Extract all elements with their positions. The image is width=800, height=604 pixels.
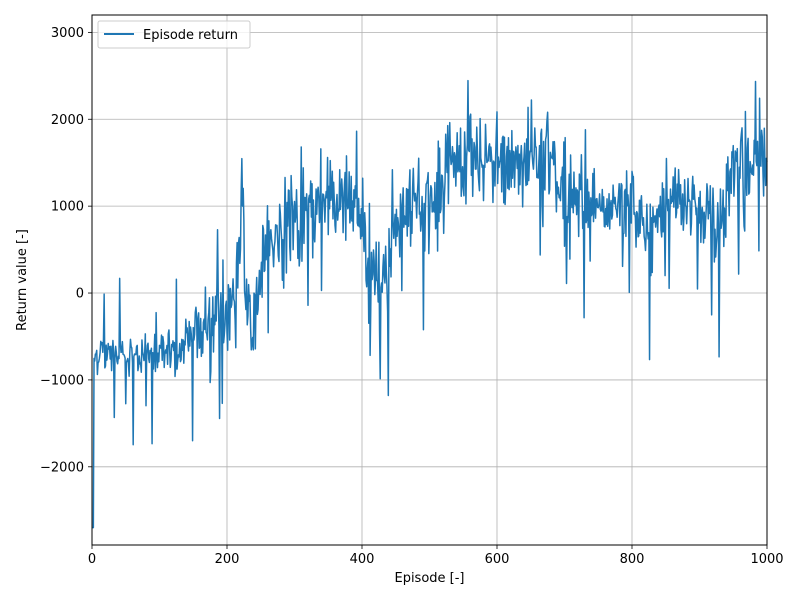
plot-frame <box>91 14 768 546</box>
y-tick-label-3: 1000 <box>51 200 84 215</box>
x-tick-label-0: 0 <box>88 552 96 567</box>
y-tick-label-4: 2000 <box>51 113 84 128</box>
legend-entry-episode-return: Episode return <box>143 28 238 43</box>
x-tick-label-4: 800 <box>620 552 645 567</box>
series-line-episode-return <box>91 79 768 529</box>
x-tick-label-5: 1000 <box>750 552 783 567</box>
axis-ticks: 0 200 400 600 800 1000 −2000 −1000 0 1000 2000 3000 <box>40 26 784 567</box>
y-tick-label-1: −1000 <box>40 373 84 388</box>
y-tick-label-2: 0 <box>76 287 84 302</box>
x-axis-label: Episode [-] <box>394 571 464 586</box>
x-tick-label-1: 200 <box>215 552 240 567</box>
series-layer <box>91 79 768 529</box>
y-axis-label: Return value [-] <box>15 229 30 331</box>
x-tick-label-3: 600 <box>485 552 510 567</box>
legend: Episode return <box>97 20 251 49</box>
x-tick-label-2: 400 <box>350 552 375 567</box>
y-tick-label-0: −2000 <box>40 460 84 475</box>
y-tick-label-5: 3000 <box>51 26 84 41</box>
legend-box <box>97 20 251 49</box>
